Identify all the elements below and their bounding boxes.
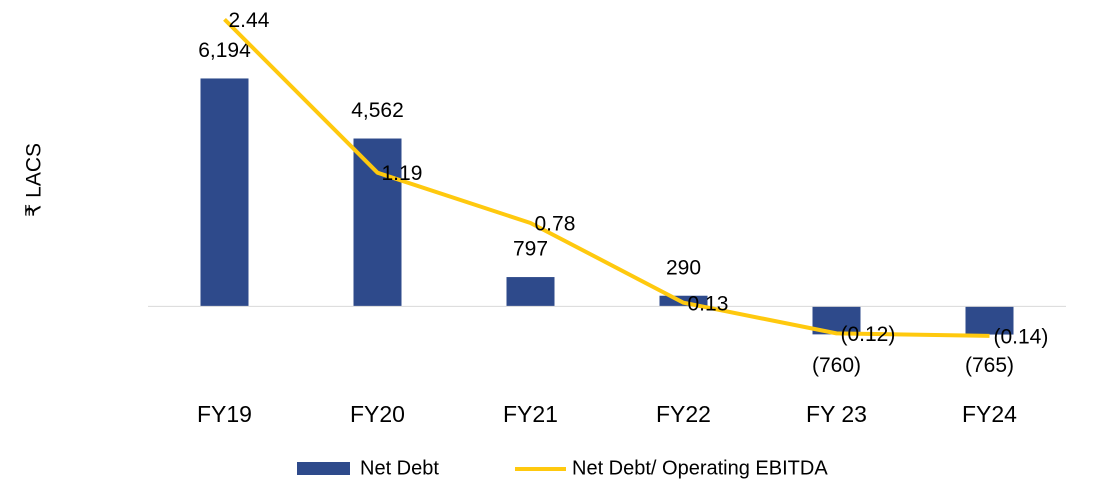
line-value-label: (0.12)	[841, 323, 896, 346]
line-value-label: (0.14)	[994, 325, 1049, 348]
bar-value-label: 6,194	[198, 39, 251, 62]
bar-value-label: 290	[666, 256, 701, 279]
x-tick-label: FY 23	[806, 401, 867, 427]
x-tick-label: FY22	[656, 401, 711, 427]
legend-swatch	[297, 462, 350, 475]
bar	[506, 277, 555, 307]
x-tick-label: FY21	[503, 401, 558, 427]
bar	[200, 78, 249, 307]
x-tick-label: FY20	[350, 401, 405, 427]
line-value-label: 0.78	[535, 213, 576, 236]
bar-value-label: 4,562	[351, 99, 404, 122]
line-value-label: 1.19	[382, 162, 423, 185]
bar-value-label: 797	[513, 238, 548, 261]
bar	[965, 306, 1014, 335]
y-axis-label: ₹ LACS	[23, 143, 46, 217]
line	[223, 17, 990, 338]
legend-label: Net Debt/ Operating EBITDA	[572, 457, 828, 479]
legend-label: Net Debt	[360, 457, 439, 479]
x-tick-label: FY24	[962, 401, 1017, 427]
line-value-label: 0.13	[688, 292, 729, 315]
bar	[353, 138, 402, 307]
line-value-label: 2.44	[229, 9, 270, 32]
x-tick-label: FY19	[197, 401, 252, 427]
bar-value-label: (765)	[965, 354, 1014, 377]
bar-value-label: (760)	[812, 354, 861, 377]
